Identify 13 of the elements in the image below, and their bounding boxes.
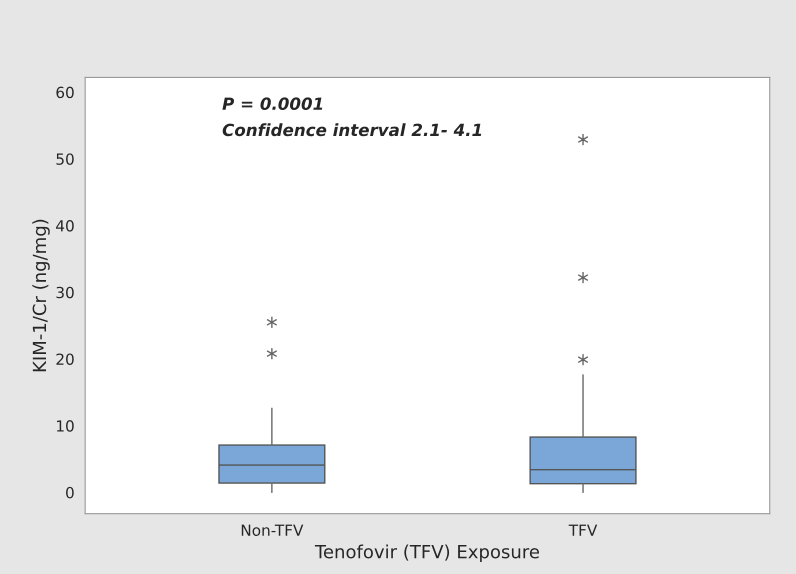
y-tick-label: 30 — [56, 286, 74, 298]
annotation: P = 0.0001 — [222, 97, 322, 110]
x-tick-label: TFV — [568, 524, 598, 536]
annotation: Confidence interval 2.1- 4.1 — [222, 123, 482, 136]
y-tick-label: 40 — [56, 220, 74, 232]
y-tick-label: 50 — [56, 153, 74, 165]
y-tick-label: 20 — [56, 353, 74, 365]
y-axis-title: KIM-1/Cr (ng/mg) — [32, 220, 50, 372]
y-tick-label: 10 — [56, 420, 74, 432]
y-tick-label: 60 — [56, 86, 74, 98]
y-tick-label: 0 — [66, 486, 74, 498]
x-axis-title: Tenofovir (TFV) Exposure — [314, 544, 539, 562]
x-tick-label: Non-TFV — [242, 524, 304, 536]
